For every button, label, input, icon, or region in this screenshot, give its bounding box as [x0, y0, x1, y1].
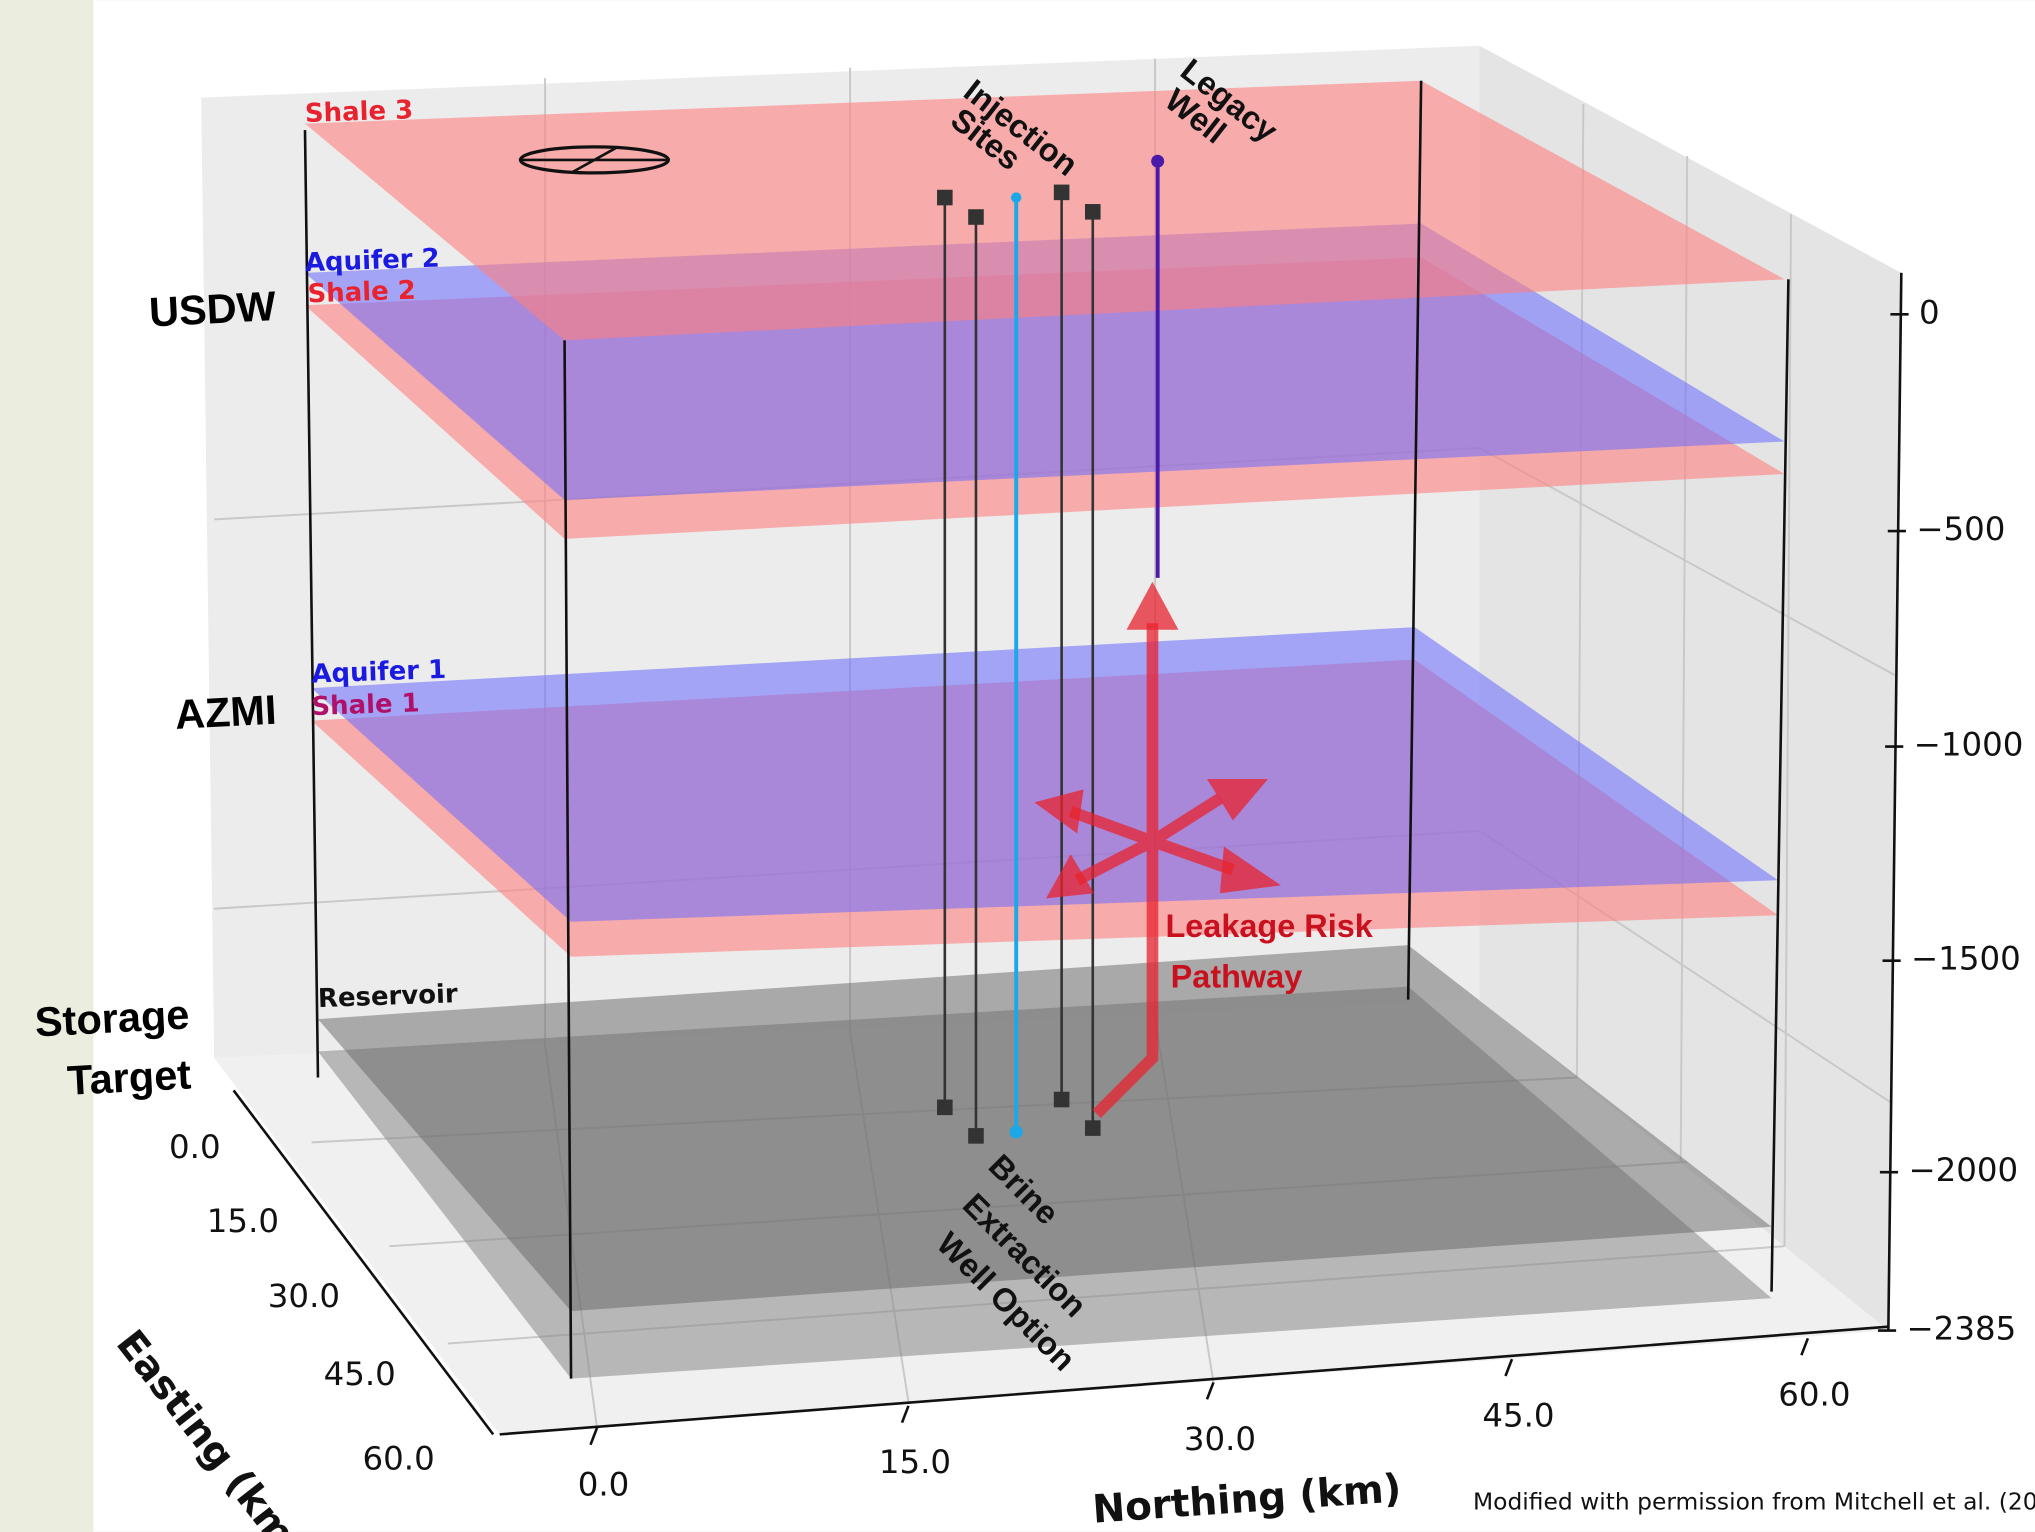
brine-well-bottom: [1010, 1125, 1023, 1138]
brine-well-top: [1011, 192, 1021, 202]
tick-label: 45.0: [1482, 1397, 1554, 1435]
callout: Leakage Risk: [1165, 908, 1373, 944]
tick-label: 0: [1919, 293, 1940, 331]
layer-label: Aquifer 1: [311, 655, 447, 690]
layer-label: Shale 3: [304, 95, 413, 129]
tick-label: −2000: [1908, 1151, 2018, 1189]
callout: Pathway: [1171, 958, 1303, 994]
tick-label: 60.0: [1778, 1376, 1850, 1414]
layer-label: Shale 2: [307, 276, 416, 310]
zone-label: Target: [66, 1050, 192, 1103]
tick-label: 45.0: [324, 1355, 396, 1393]
tick-label: 60.0: [363, 1439, 435, 1477]
tick-label: 30.0: [268, 1277, 340, 1315]
diagram: Shale 3 Aquifer 2 Shale 2 Aquifer 1 Shal…: [0, 0, 2035, 1532]
layer-label: Shale 1: [311, 688, 420, 722]
tick-label: −500: [1916, 510, 2005, 548]
credit: Modified with permission from Mitchell e…: [1473, 1488, 2035, 1516]
tick-label: 0.0: [169, 1128, 221, 1166]
tick-label: −2385: [1907, 1310, 2017, 1348]
tick-label: 15.0: [207, 1202, 279, 1240]
tick-label: 15.0: [879, 1443, 951, 1481]
tick-label: 0.0: [578, 1465, 630, 1503]
tick-label: 30.0: [1184, 1420, 1256, 1458]
layer-label: Reservoir: [317, 979, 458, 1014]
tick-label: −1000: [1914, 726, 2024, 764]
layer-label: Aquifer 2: [304, 244, 440, 279]
legacy-well-top: [1151, 155, 1164, 168]
zone-label: USDW: [148, 282, 278, 336]
tick-label: −1500: [1911, 940, 2021, 978]
zone-label: Storage: [34, 990, 191, 1045]
zone-label: AZMI: [174, 686, 278, 738]
